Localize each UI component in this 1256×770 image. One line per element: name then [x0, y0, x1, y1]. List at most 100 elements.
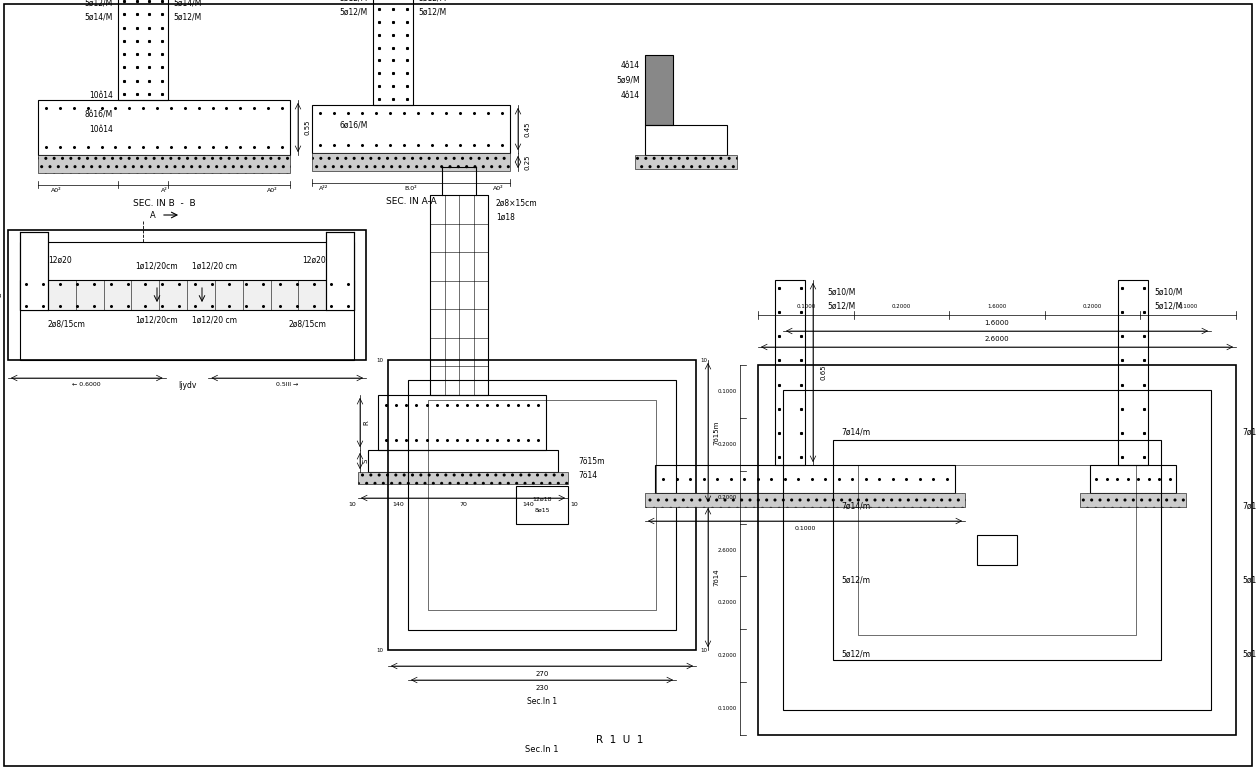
Text: 7ø14/m: 7ø14/m — [1242, 427, 1256, 436]
Bar — [646, 125, 727, 155]
Text: 0.2000: 0.2000 — [717, 442, 737, 447]
Text: ljydv: ljydv — [178, 380, 196, 390]
Bar — [782, 390, 1211, 710]
Bar — [646, 55, 673, 125]
Bar — [20, 280, 354, 310]
Text: A: A — [151, 210, 156, 219]
Text: 70: 70 — [458, 503, 467, 507]
Bar — [1080, 493, 1186, 507]
Text: 0.2000: 0.2000 — [717, 653, 737, 658]
Text: 10: 10 — [377, 648, 383, 652]
Bar — [759, 365, 1236, 735]
Text: A²²: A²² — [319, 186, 329, 192]
Bar — [654, 465, 955, 493]
Text: 270: 270 — [535, 671, 549, 677]
Text: 1ø18: 1ø18 — [496, 213, 515, 222]
Text: 5ø12/M: 5ø12/M — [1154, 302, 1182, 310]
Text: 5ø12/M: 5ø12/M — [84, 0, 113, 8]
Text: 0.2000: 0.2000 — [717, 601, 737, 605]
Bar — [38, 155, 290, 173]
Bar — [430, 195, 489, 395]
Bar — [1118, 280, 1148, 465]
Text: 7ø14/m: 7ø14/m — [842, 501, 870, 510]
Text: 8ø15: 8ø15 — [534, 508, 550, 513]
Bar — [311, 105, 510, 153]
Bar — [977, 535, 1017, 565]
Bar — [38, 100, 290, 155]
Text: 5ø12/m: 5ø12/m — [1242, 649, 1256, 658]
Text: 1ø12/20 cm: 1ø12/20 cm — [192, 316, 237, 324]
Bar — [408, 380, 676, 630]
Text: 0.5lll →: 0.5lll → — [276, 383, 299, 387]
Text: 140: 140 — [392, 503, 404, 507]
Bar — [373, 0, 413, 105]
Text: B: B — [0, 293, 3, 297]
Text: 1.6000: 1.6000 — [987, 304, 1006, 310]
Text: R: R — [363, 420, 369, 425]
Bar — [378, 395, 546, 450]
Text: 0.65: 0.65 — [820, 365, 826, 380]
Text: A0²: A0² — [50, 189, 62, 193]
Text: SEC. IN A-A: SEC. IN A-A — [386, 196, 436, 206]
Text: Sec.In 1: Sec.In 1 — [528, 698, 558, 707]
Bar — [428, 400, 656, 610]
Text: 5ø14/M: 5ø14/M — [84, 12, 113, 22]
Text: 5ø10/M: 5ø10/M — [1154, 287, 1182, 296]
Bar — [1090, 465, 1176, 493]
Text: 10: 10 — [348, 503, 355, 507]
Text: 6ø16/M: 6ø16/M — [339, 120, 368, 129]
Text: 230: 230 — [535, 685, 549, 691]
Text: 5ø12/M: 5ø12/M — [418, 8, 446, 16]
Text: 2.6000: 2.6000 — [985, 336, 1010, 342]
Text: 5ø9/M: 5ø9/M — [617, 75, 641, 85]
Text: 0.25: 0.25 — [525, 154, 531, 169]
Bar — [327, 232, 354, 310]
Bar — [358, 472, 568, 484]
Text: 12ø20: 12ø20 — [48, 256, 72, 265]
Text: 10: 10 — [377, 357, 383, 363]
Text: 0.2000: 0.2000 — [1083, 304, 1103, 310]
Text: 10: 10 — [701, 357, 707, 363]
Text: 1ø12/20cm: 1ø12/20cm — [136, 262, 178, 270]
Text: SEC. IN B  -  B: SEC. IN B - B — [133, 199, 196, 207]
Text: B.0²: B.0² — [404, 186, 417, 192]
Text: 10ô14: 10ô14 — [89, 91, 113, 99]
Text: 10ô14: 10ô14 — [89, 126, 113, 135]
Text: 1.6000: 1.6000 — [985, 320, 1010, 326]
Text: 7ø14/m: 7ø14/m — [1242, 501, 1256, 510]
Text: 0.45: 0.45 — [525, 121, 531, 137]
Bar — [20, 242, 354, 360]
Text: 5ø12/M: 5ø12/M — [340, 8, 368, 16]
Text: A²: A² — [161, 189, 167, 193]
Text: 4ô14: 4ô14 — [620, 91, 641, 99]
Text: 5ø12/m: 5ø12/m — [1242, 575, 1256, 584]
Bar — [311, 153, 510, 171]
Text: 2ø8/15cm: 2ø8/15cm — [48, 320, 85, 329]
Text: 7ö15m: 7ö15m — [713, 420, 718, 445]
Text: 1ø12/20 cm: 1ø12/20 cm — [192, 262, 237, 270]
Text: 5ø10/M: 5ø10/M — [826, 287, 855, 296]
Text: 0.1000: 0.1000 — [717, 389, 737, 394]
Text: 5ø14/M: 5ø14/M — [173, 0, 201, 8]
Text: 10: 10 — [570, 503, 578, 507]
Text: 5ø12/M: 5ø12/M — [173, 12, 201, 22]
Text: S: S — [363, 459, 369, 464]
Bar — [516, 486, 568, 524]
Text: 2.6000: 2.6000 — [717, 547, 737, 553]
Text: 5ø12/M: 5ø12/M — [418, 0, 446, 2]
Text: 0.1000: 0.1000 — [1178, 304, 1198, 310]
Bar — [833, 440, 1161, 660]
Text: 0.2000: 0.2000 — [717, 494, 737, 500]
Text: 8ô16/M: 8ô16/M — [84, 111, 113, 119]
Text: 0.1000: 0.1000 — [794, 525, 815, 531]
Text: 5ø12/m: 5ø12/m — [842, 649, 870, 658]
Bar — [8, 230, 365, 360]
Text: 0.55: 0.55 — [305, 120, 311, 136]
Bar — [858, 465, 1135, 635]
Text: 5ø12/m: 5ø12/m — [842, 575, 870, 584]
Text: 7ö14: 7ö14 — [578, 470, 597, 480]
Text: 140: 140 — [522, 503, 534, 507]
Bar — [636, 155, 737, 169]
Text: 12ø18: 12ø18 — [533, 497, 551, 502]
Text: 7ö14: 7ö14 — [713, 569, 718, 586]
